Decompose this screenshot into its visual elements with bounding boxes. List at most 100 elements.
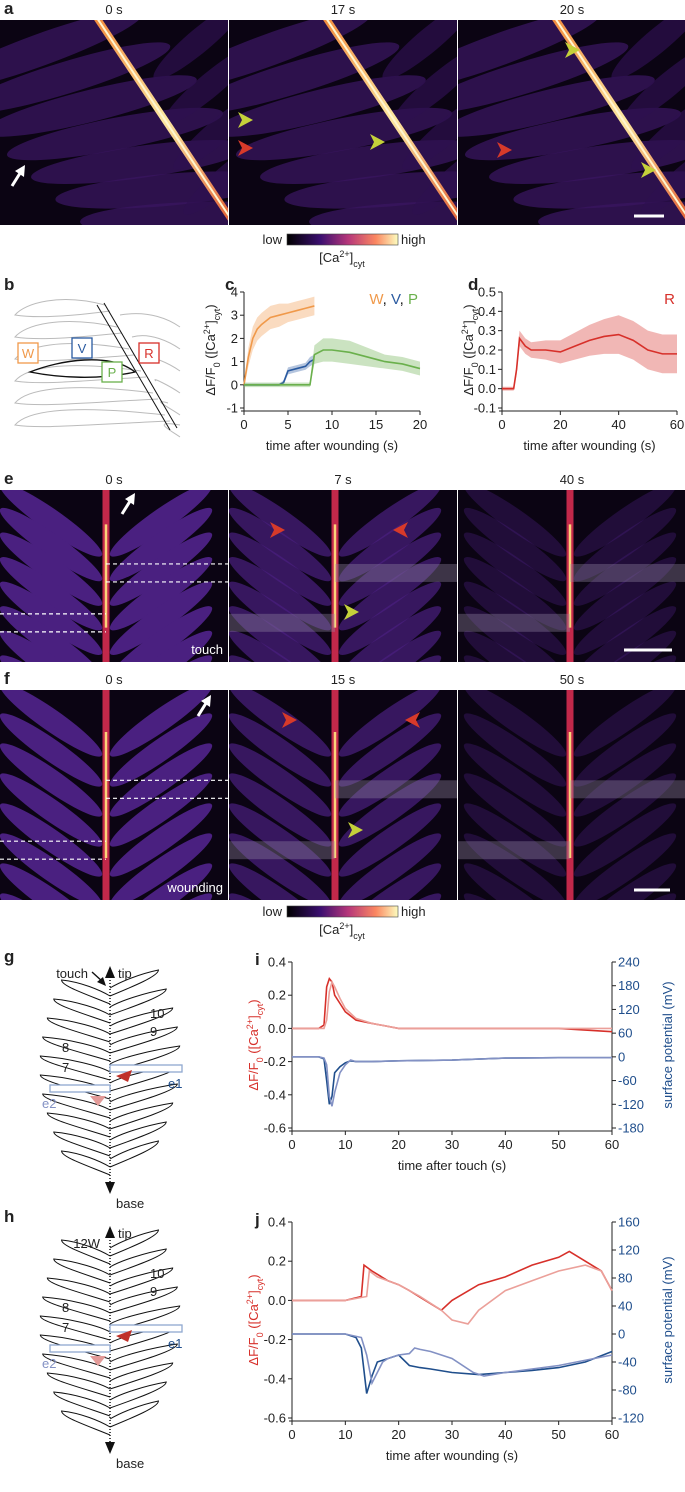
leaflet-label: R [144,346,153,361]
leaflet [0,42,171,114]
legend-separator: , [400,291,408,308]
leaflet [109,490,213,557]
leaflet [109,581,213,655]
leaflet-label: W [22,346,35,361]
y-tick-label: 0.5 [478,285,496,300]
leaflet [338,630,442,662]
leaflet-number: 7 [62,1060,69,1075]
x-tick-label: 60 [670,417,684,432]
leaflet [229,743,332,817]
label-part: cyt [353,259,365,269]
leaflet [573,863,677,900]
legend-entry: R [664,291,675,308]
legend-separator: , [383,291,391,308]
series-line [292,1250,613,1312]
label-part: 2+ [245,1294,255,1304]
frame-time: 7 s [334,472,352,487]
label-part: ] [350,922,354,937]
leaflet-outline [42,1093,111,1119]
error-band [244,338,420,388]
leaflet [573,773,677,847]
leaflet [463,833,567,900]
leaflet-outline [46,1372,111,1398]
leaflet [183,135,228,215]
y-tick-label: 0.0 [478,381,496,396]
x-tick-label: 20 [413,417,427,432]
leaflet-outline [14,365,147,384]
leaflet [109,773,213,847]
y2-tick-label: 80 [618,1271,632,1286]
leaflet-outline [14,409,171,428]
y-tick-label: -0.2 [264,1332,286,1347]
pink-arrow [90,1356,106,1366]
leaflet-label: V [78,341,87,356]
leaflet [458,42,629,114]
frame-time: 15 s [331,672,356,687]
leaflet [0,507,103,582]
leaflet [0,490,103,557]
colorbar-low: low [262,904,282,919]
leaflet [0,690,103,757]
leaflet [573,743,677,817]
leaflet [463,557,567,631]
leaflet [573,490,677,557]
arrowhead [238,140,253,156]
leaflet-outline [109,1267,174,1295]
label-part: ) [246,999,261,1003]
y2-tick-label: -120 [618,1411,644,1426]
image-frame: wounding [0,690,228,900]
y-tick-label: 3 [231,308,238,323]
leaflet [338,803,442,877]
leaflet [0,630,103,662]
arrowhead [282,712,297,728]
y2-tick-label: -60 [618,1073,637,1088]
electrode-label: e2 [42,1356,56,1371]
pink-arrow [90,1096,106,1106]
base-label: base [116,1196,144,1211]
base-label: base [116,1456,144,1471]
y-tick-label: 0.0 [268,1293,286,1308]
image-frame [229,20,457,225]
arrowhead [565,42,580,58]
y-tick-label: -0.1 [474,401,496,416]
x-tick-label: 30 [445,1427,459,1442]
y2-tick-label: 160 [618,1215,640,1230]
y2-tick-label: 120 [618,1243,640,1258]
base-arrow [105,1182,115,1194]
leaflet [229,20,373,91]
leaflet-label: P [108,365,117,380]
leaflet [573,507,677,582]
condition-label: wounding [166,880,223,895]
x-axis-label: time after wounding (s) [523,438,655,453]
leaflet [229,803,332,877]
leaflet-outline [109,988,167,1016]
label-part: [Ca [319,250,340,265]
y-tick-label: -0.2 [264,1054,286,1069]
y2-tick-label: 180 [618,978,640,993]
leaflet [109,803,213,877]
leaflet-outline [154,379,181,394]
x-tick-label: 60 [605,1137,619,1152]
x-tick-label: 50 [551,1427,565,1442]
y-tick-label: 0 [231,377,238,392]
panel-letter: g [4,947,14,966]
label-part: 2+ [202,324,212,334]
leaflet [402,90,457,170]
x-tick-label: 20 [553,417,567,432]
x-axis-label: time after touch (s) [398,1158,506,1173]
label-part: ] [246,1015,261,1019]
leaflet-number: 9 [150,1024,157,1039]
rachis-core [326,20,457,217]
x-axis-label: time after wounding (s) [266,438,398,453]
image-frame [229,690,457,900]
leaflet [463,690,567,757]
leaflet-box [17,342,39,364]
leaflet-outline [53,1258,111,1284]
panel-letter: h [4,1207,14,1226]
image-frame [0,20,228,225]
y2-tick-label: -180 [618,1121,644,1136]
leaflet-outline [42,1036,111,1062]
leaflet [80,201,228,225]
leaflet-outline [119,313,181,328]
